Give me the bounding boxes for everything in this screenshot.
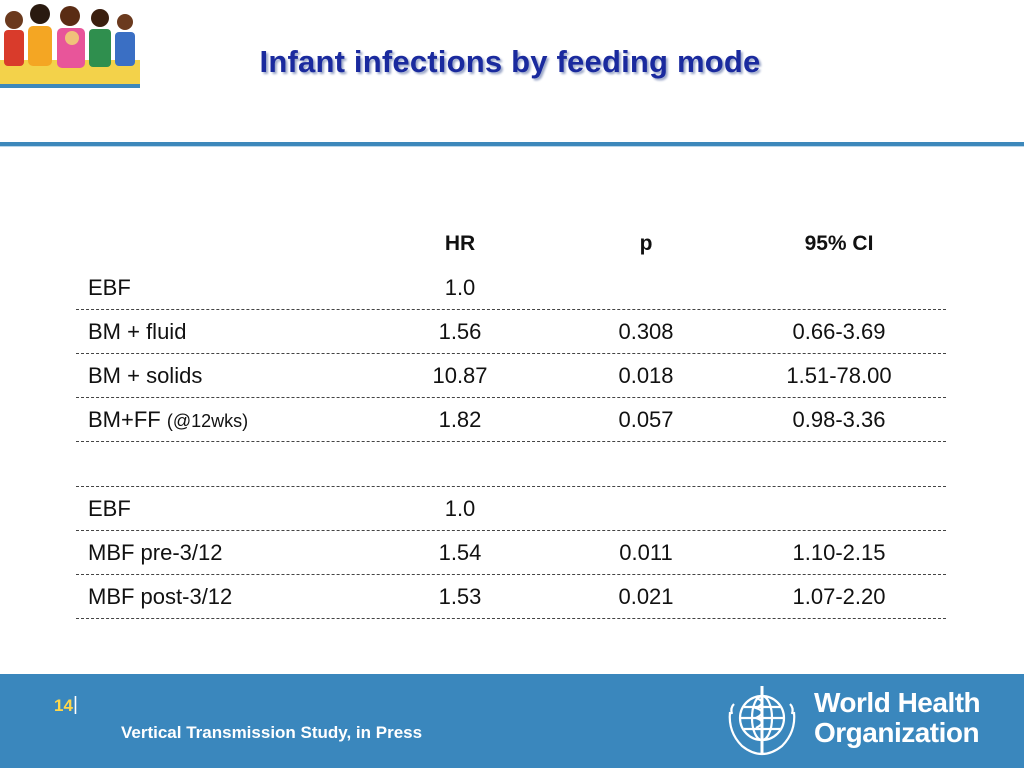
row-ci: 1.10-2.15 [792, 540, 886, 565]
row-hr: 1.56 [438, 319, 482, 344]
row-p: 0.308 [618, 319, 674, 344]
row-label: MBF post-3/12 [88, 584, 233, 609]
table-header-row: HR p 95% CI [76, 222, 946, 266]
who-wordmark-line1: World Health [814, 687, 981, 718]
row-p: 0.018 [618, 363, 674, 388]
row-ci [756, 487, 922, 531]
header-divider [0, 142, 1024, 146]
table-row: BM+FF (@12wks) 1.82 0.057 0.98-3.36 [76, 398, 946, 442]
row-label: BM + fluid [88, 319, 187, 344]
slide-header: Infant infections by feeding mode [0, 0, 1024, 150]
row-hr: 1.0 [444, 275, 476, 300]
row-label-note: (@12wks) [166, 411, 249, 431]
row-p: 0.021 [618, 584, 674, 609]
row-ci: 0.66-3.69 [792, 319, 886, 344]
table-row: EBF 1.0 [76, 487, 946, 531]
row-ci: 1.07-2.20 [792, 584, 886, 609]
row-label: EBF [88, 496, 131, 521]
who-wordmark-line2: Organization [814, 717, 980, 748]
slide-footer: 14 | Vertical Transmission Study, in Pre… [0, 674, 1024, 768]
row-ci [756, 266, 922, 310]
header-divider-highlight [0, 146, 1024, 147]
who-wordmark: World Health Organization [814, 687, 981, 748]
row-ci: 1.51-78.00 [786, 363, 892, 388]
table-row: BM + fluid 1.56 0.308 0.66-3.69 [76, 310, 946, 354]
table-row: MBF post-3/12 1.53 0.021 1.07-2.20 [76, 575, 946, 619]
row-hr: 1.0 [444, 496, 476, 521]
who-emblem-icon [728, 686, 796, 756]
row-hr: 10.87 [432, 363, 488, 388]
row-p [572, 266, 720, 310]
table-spacer-row [76, 442, 946, 487]
page-number: 14 [54, 696, 73, 715]
table-row: EBF 1.0 [76, 266, 946, 310]
header-ci: 95% CI [804, 232, 874, 255]
row-hr: 1.53 [438, 584, 482, 609]
slide-title: Infant infections by feeding mode [259, 44, 761, 79]
page-separator: | [73, 694, 78, 715]
row-hr: 1.54 [438, 540, 482, 565]
row-p: 0.057 [618, 407, 674, 432]
row-label: BM+FF (@12wks) [88, 407, 249, 432]
header-hr: HR [444, 232, 476, 255]
row-hr: 1.82 [438, 407, 482, 432]
table-row: MBF pre-3/12 1.54 0.011 1.10-2.15 [76, 531, 946, 575]
row-label: BM + solids [88, 363, 203, 388]
row-label: MBF pre-3/12 [88, 540, 223, 565]
header-p: p [639, 232, 653, 255]
row-label: EBF [88, 275, 131, 300]
row-ci: 0.98-3.36 [792, 407, 886, 432]
table-row: BM + solids 10.87 0.018 1.51-78.00 [76, 354, 946, 398]
citation-text: Vertical Transmission Study, in Press [121, 723, 423, 742]
row-p [572, 487, 720, 531]
family-illustration-icon [0, 0, 140, 88]
results-table: HR p 95% CI EBF 1.0 BM + fluid 1.56 0.30… [76, 222, 946, 619]
row-p: 0.011 [619, 540, 673, 565]
